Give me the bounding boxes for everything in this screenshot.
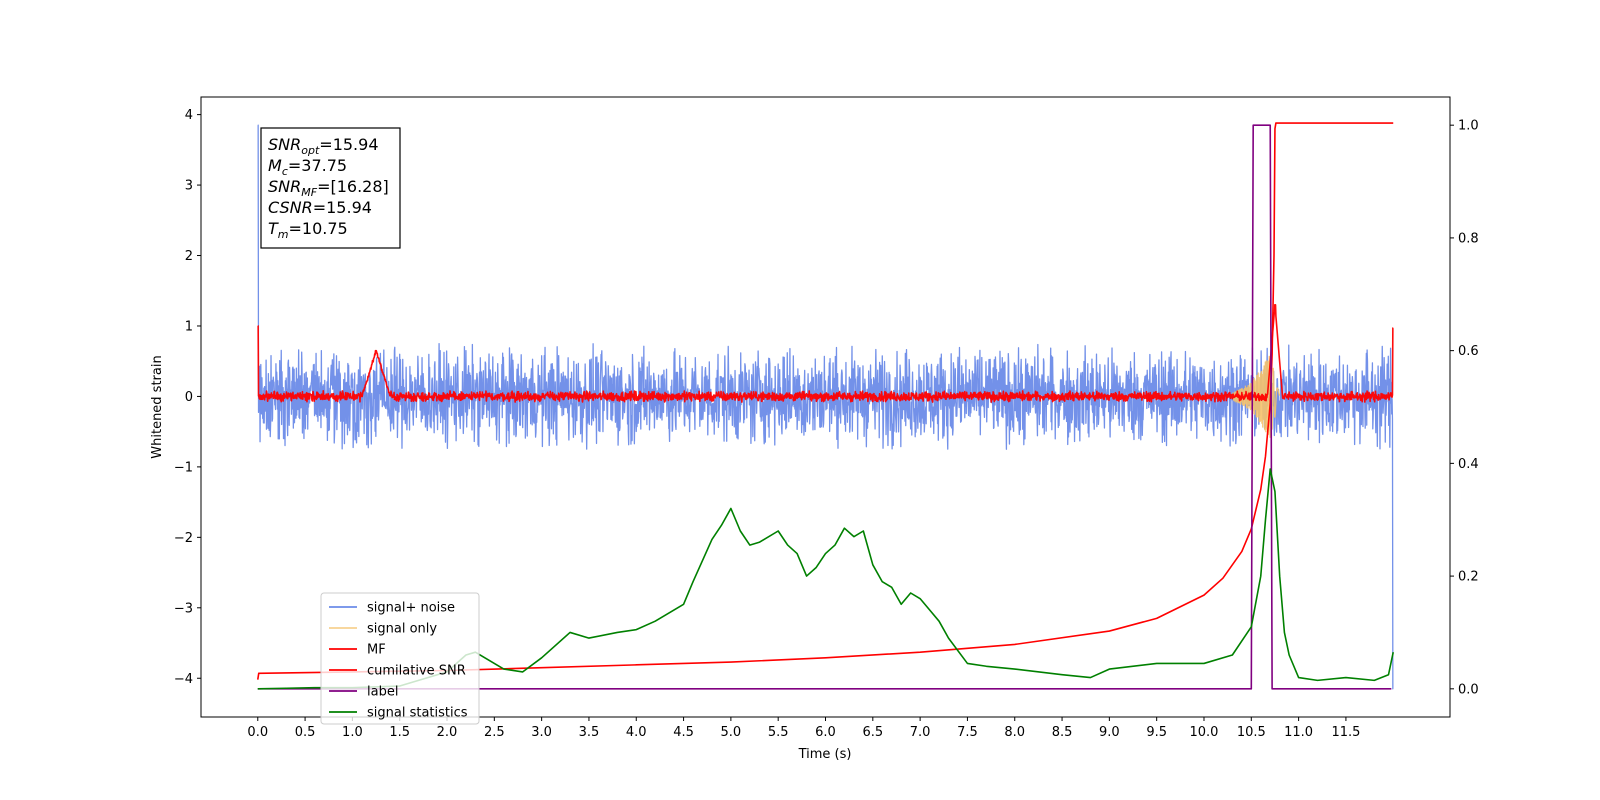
y-tick-label: −4 — [174, 672, 193, 687]
x-axis: 0.0 0.5 1.0 1.5 2.0 2.5 3.0 3.5 4.0 4.5 5.0 5.5 6.0 6… — [247, 717, 1360, 740]
y2-tick-label: 0.8 — [1458, 231, 1479, 246]
annotation-line: Tm=10.75 — [268, 219, 348, 241]
y-tick-label: 2 — [185, 249, 193, 264]
y2-tick-label: 1.0 — [1458, 119, 1479, 134]
x-tick-label: 4.0 — [626, 725, 647, 740]
x-tick-label: 8.0 — [1004, 725, 1025, 740]
x-tick-label: 2.0 — [437, 725, 458, 740]
annotation-symbol: SNR — [268, 135, 301, 154]
y2-tick-label: 0.6 — [1458, 344, 1479, 359]
legend-label: signal+ noise — [367, 601, 455, 616]
y-tick-label: −2 — [174, 531, 193, 546]
series-line-0 — [257, 124, 1394, 690]
legend: signal+ noise signal only MF cumilative SNR… — [320, 592, 480, 725]
x-tick-label: 3.5 — [579, 725, 600, 740]
legend-label: cumilative SNR — [367, 664, 466, 679]
annotation-subscript: c — [282, 165, 288, 178]
y-axis-left: 4 3 2 1 0 −1 −2 −3 −4 — [174, 108, 201, 687]
annotation-symbol: T — [268, 219, 279, 238]
y-tick-label: −3 — [174, 601, 193, 616]
y2-tick-label: 0.0 — [1458, 682, 1479, 697]
y-tick-label: −1 — [174, 460, 193, 475]
x-tick-label: 2.5 — [484, 725, 505, 740]
annotation-box: SNRopt=15.94Mc=37.75SNRMF=[16.28]CSNR=15… — [260, 127, 401, 249]
x-tick-label: 6.5 — [862, 725, 883, 740]
annotation-value: =37.75 — [288, 156, 347, 175]
x-axis-label: Time (s) — [798, 747, 852, 762]
series-line-4 — [257, 124, 1392, 690]
x-tick-label: 5.0 — [721, 725, 742, 740]
annotation-line: Mc=37.75 — [268, 156, 347, 178]
x-tick-label: 11.5 — [1331, 725, 1360, 740]
annotation-line: CSNR=15.94 — [268, 198, 372, 217]
x-tick-label: 6.0 — [815, 725, 836, 740]
x-tick-label: 1.5 — [389, 725, 410, 740]
legend-label: signal only — [367, 622, 437, 637]
x-tick-label: 0.5 — [295, 725, 316, 740]
annotation-symbol: M — [268, 156, 282, 175]
y-axis-label: Whitened strain — [150, 355, 165, 458]
annotation-value: =10.75 — [289, 219, 348, 238]
y-tick-label: 3 — [185, 179, 193, 194]
x-tick-label: 9.0 — [1099, 725, 1120, 740]
y2-tick-label: 0.2 — [1458, 570, 1479, 585]
x-tick-label: 9.5 — [1146, 725, 1167, 740]
series-line-3 — [256, 122, 1394, 680]
x-tick-label: 7.5 — [957, 725, 978, 740]
annotation-value: =15.94 — [319, 135, 378, 154]
y-axis-right: 1.0 0.8 0.6 0.4 0.2 0.0 — [1450, 119, 1479, 697]
x-tick-label: 1.0 — [342, 725, 363, 740]
annotation-subscript: opt — [301, 144, 320, 157]
x-tick-label: 8.5 — [1052, 725, 1073, 740]
x-tick-label: 10.5 — [1237, 725, 1266, 740]
x-tick-label: 4.5 — [673, 725, 694, 740]
annotation-value: =15.94 — [313, 198, 372, 217]
plot-area — [256, 122, 1395, 690]
x-tick-label: 11.0 — [1284, 725, 1313, 740]
annotation-symbol: SNR — [268, 177, 301, 196]
x-tick-label: 10.0 — [1190, 725, 1219, 740]
legend-label: MF — [367, 643, 386, 658]
annotation-symbol: CSNR — [268, 198, 313, 217]
y-tick-label: 4 — [185, 108, 193, 123]
annotation-value: =[16.28] — [317, 177, 389, 196]
legend-label: signal statistics — [367, 706, 468, 721]
annotation-line: SNRopt=15.94 — [268, 135, 379, 157]
x-tick-label: 0.0 — [247, 725, 268, 740]
series-line-2 — [257, 304, 1394, 403]
y2-tick-label: 0.4 — [1458, 457, 1479, 472]
annotation-subscript: MF — [301, 186, 317, 199]
x-tick-label: 7.0 — [910, 725, 931, 740]
y-tick-label: 0 — [185, 390, 193, 405]
annotation-line: SNRMF=[16.28] — [268, 177, 389, 199]
legend-label: label — [367, 685, 398, 700]
annotation-subscript: m — [278, 228, 289, 241]
series-line-5 — [257, 468, 1395, 690]
y-tick-label: 1 — [185, 319, 193, 334]
x-tick-label: 3.0 — [531, 725, 552, 740]
x-tick-label: 5.5 — [768, 725, 789, 740]
